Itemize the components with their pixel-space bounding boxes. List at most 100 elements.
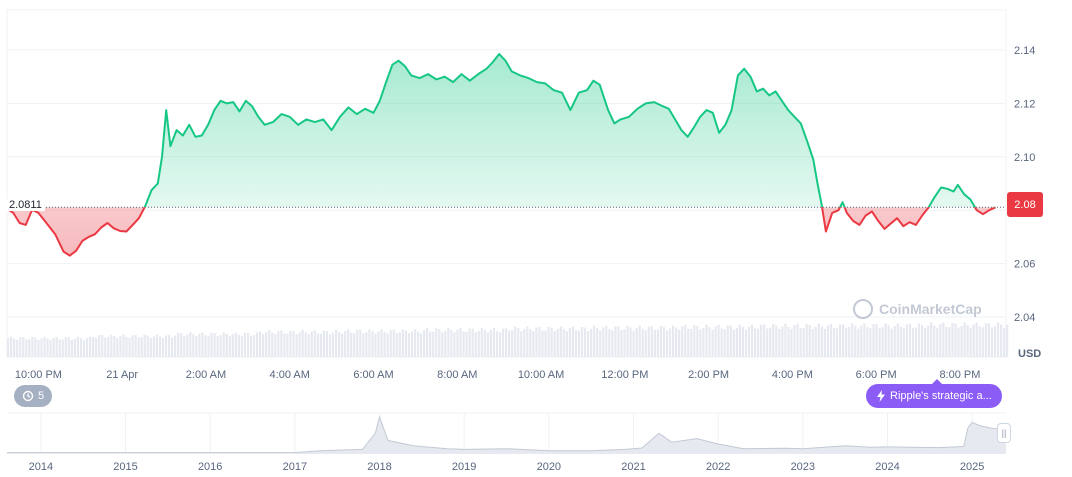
volume-bar xyxy=(170,337,174,357)
volume-bar xyxy=(684,324,687,357)
volume-bar xyxy=(945,326,948,357)
current-price-badge: 2.08 xyxy=(1007,192,1043,217)
volume-bar xyxy=(920,324,924,357)
volume-bar xyxy=(726,325,729,357)
volume-bar xyxy=(277,331,280,357)
volume-bar xyxy=(917,323,921,357)
volume-bar xyxy=(608,329,611,357)
volume-bar xyxy=(808,325,811,357)
volume-bar xyxy=(377,331,380,357)
volume-bar xyxy=(125,336,128,357)
volume-bar xyxy=(219,334,222,357)
volume-bar xyxy=(702,327,705,357)
volume-bar xyxy=(504,328,508,357)
volume-bar xyxy=(158,336,162,357)
volume-bar xyxy=(395,332,398,357)
volume-bar xyxy=(744,329,748,357)
volume-bar xyxy=(550,327,553,357)
volume-bar xyxy=(389,330,392,357)
x-axis: 10:00 PM 21 Apr 2:00 AM 4:00 AM 6:00 AM 8:00 … xyxy=(15,369,981,381)
price-line-up xyxy=(143,53,996,208)
volume-bar xyxy=(760,324,763,357)
volume-bar xyxy=(893,325,896,357)
volume-bar xyxy=(337,332,341,357)
volume-bar xyxy=(492,327,496,357)
volume-bar xyxy=(851,323,854,357)
volume-bar xyxy=(131,335,134,357)
volume-bar xyxy=(255,332,259,357)
navigator-year-label: 2017 xyxy=(283,461,307,473)
volume-bar xyxy=(638,325,641,357)
volume-bar xyxy=(429,331,432,357)
volume-bar xyxy=(204,335,207,357)
volume-bar xyxy=(368,329,371,357)
news-event-button[interactable]: Ripple's strategic a... xyxy=(866,379,1002,408)
navigator[interactable]: 2014 2015 2016 2017 2018 2019 2020 2021 2022 2023… xyxy=(7,412,1007,473)
grip-icon: || xyxy=(1001,428,1007,438)
volume-bar xyxy=(954,323,957,357)
volume-bar xyxy=(778,328,781,357)
volume-bar xyxy=(753,328,757,357)
volume-bar xyxy=(286,333,289,357)
navigator-handle[interactable]: || xyxy=(997,423,1011,443)
volume-bar xyxy=(70,339,73,357)
volume-bar xyxy=(924,327,927,357)
volume-bar xyxy=(863,323,866,357)
volume-bar xyxy=(927,325,930,357)
volume-bar xyxy=(328,334,332,357)
volume-bar xyxy=(520,331,523,357)
volume-bar xyxy=(383,332,386,357)
reference-price-label: 2.0811 xyxy=(6,199,45,211)
volume-bar xyxy=(590,328,593,357)
volume-bar xyxy=(268,330,271,357)
volume-bar xyxy=(884,323,887,357)
y-tick-label: 2.12 xyxy=(1014,98,1035,110)
volume-bar xyxy=(984,323,987,357)
volume-bar xyxy=(826,325,830,357)
volume-bar xyxy=(763,324,766,357)
navigator-year-label: 2024 xyxy=(875,461,899,473)
volume-bar xyxy=(957,327,960,357)
volume-bar xyxy=(228,336,231,357)
x-tick-label: 21 Apr xyxy=(106,369,138,381)
volume-bar xyxy=(693,325,696,357)
volume-bar xyxy=(793,325,796,357)
x-tick-label: 6:00 PM xyxy=(856,369,897,381)
volume-bar xyxy=(896,323,899,357)
volume-bar xyxy=(64,337,67,357)
volume-bar xyxy=(629,327,632,357)
history-button[interactable]: 5 xyxy=(14,385,53,407)
volume-bar xyxy=(580,326,584,357)
volume-bar xyxy=(201,332,204,357)
volume-bar xyxy=(526,326,529,357)
volume-bar xyxy=(210,332,213,357)
volume-bar xyxy=(708,327,711,357)
volume-bar xyxy=(969,327,972,357)
price-area xyxy=(6,53,1006,257)
y-axis: 2.14 2.12 2.10 2.06 2.04 xyxy=(1014,45,1035,324)
volume-bar xyxy=(659,325,663,357)
volume-bar xyxy=(556,329,559,357)
volume-bar xyxy=(274,334,277,357)
volume-bar xyxy=(347,329,350,357)
volume-bar xyxy=(529,329,532,357)
volume-bar xyxy=(213,333,216,357)
volume-bar xyxy=(252,335,256,357)
volume-bar xyxy=(775,325,778,357)
volume-bar xyxy=(711,329,714,357)
volume-bar xyxy=(501,328,505,357)
volume-bar xyxy=(784,323,787,357)
volume-bar xyxy=(186,334,189,357)
volume-bar xyxy=(611,330,614,357)
volume-bar xyxy=(790,328,793,357)
volume-bar xyxy=(143,334,146,357)
volume-bar xyxy=(723,329,726,357)
volume-bar xyxy=(905,324,908,357)
volume-bar xyxy=(757,328,760,357)
volume-bar xyxy=(73,338,77,357)
volume-bar xyxy=(696,325,699,357)
y-tick-label: 2.14 xyxy=(1014,45,1035,57)
volume-bar xyxy=(796,324,799,357)
volume-bar xyxy=(717,324,720,357)
